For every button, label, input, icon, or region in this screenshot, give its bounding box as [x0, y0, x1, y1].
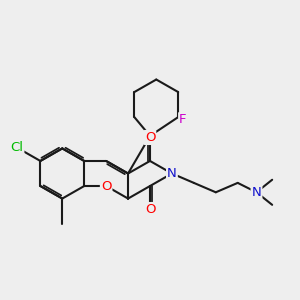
Text: O: O — [101, 179, 111, 193]
Text: F: F — [179, 113, 187, 126]
Text: N: N — [252, 186, 261, 199]
Text: O: O — [145, 131, 155, 144]
Text: O: O — [145, 203, 155, 216]
Text: N: N — [167, 167, 177, 180]
Text: Cl: Cl — [11, 141, 23, 154]
